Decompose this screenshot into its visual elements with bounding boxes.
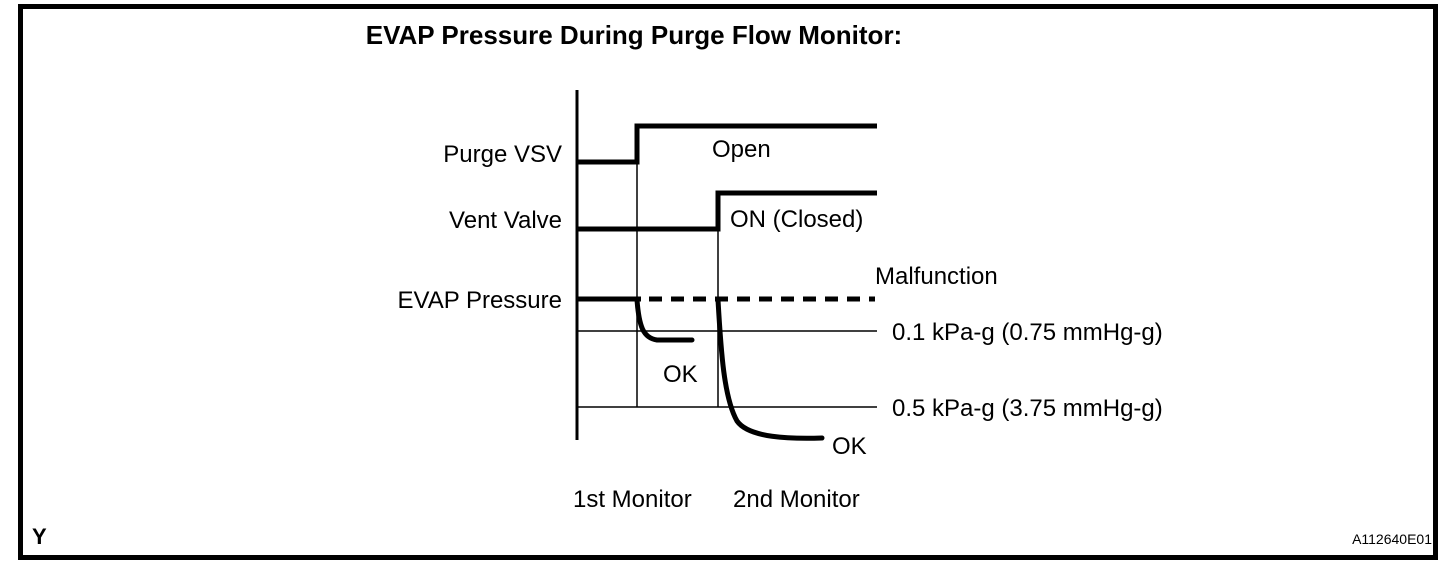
signal-label-evap-pressure: EVAP Pressure (397, 287, 562, 314)
threshold-label-05kpa: 0.5 kPa-g (3.75 mmHg-g) (892, 395, 1163, 422)
phase-label-2nd-monitor: 2nd Monitor (733, 486, 860, 513)
malfunction-label: Malfunction (875, 263, 998, 290)
signal-label-purge-vsv: Purge VSV (443, 141, 562, 168)
ok-label-1st-monitor: OK (663, 361, 698, 388)
drawing-number: A112640E01 (1352, 531, 1432, 547)
vent-valve-state-label: ON (Closed) (730, 206, 864, 233)
purge-vsv-state-label: Open (712, 136, 771, 163)
figure-border (18, 4, 1438, 560)
phase-label-1st-monitor: 1st Monitor (573, 486, 692, 513)
signal-label-vent-valve: Vent Valve (449, 207, 562, 234)
figure-title: EVAP Pressure During Purge Flow Monitor: (365, 20, 903, 50)
corner-marker: Y (32, 524, 47, 549)
threshold-label-01kpa: 0.1 kPa-g (0.75 mmHg-g) (892, 319, 1163, 346)
ok-label-2nd-monitor: OK (832, 433, 867, 460)
